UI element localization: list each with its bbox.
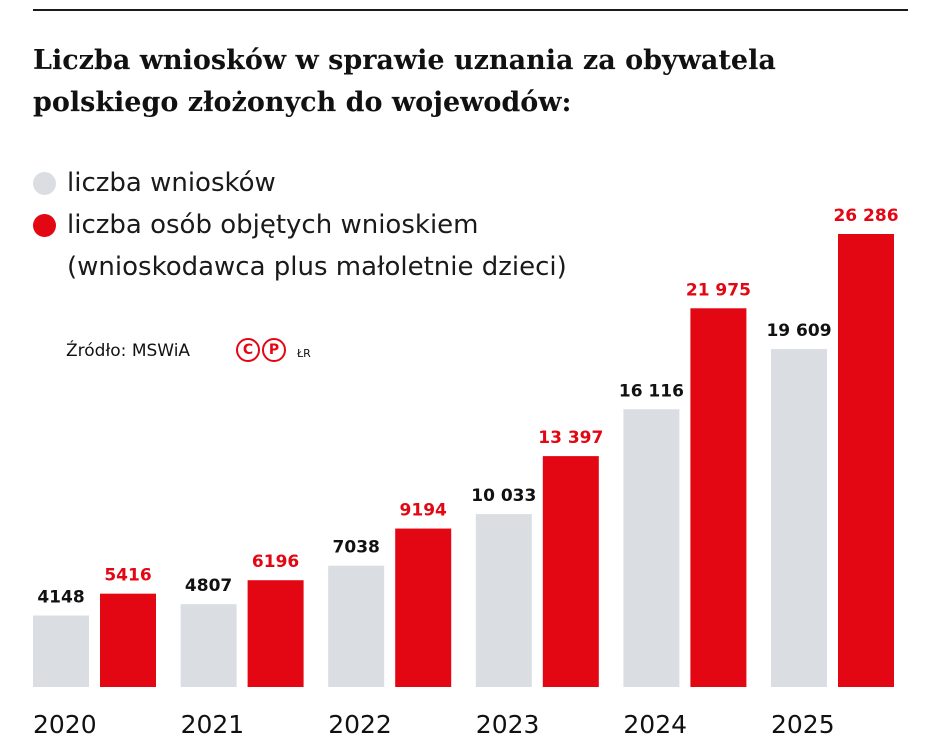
legend-swatch-red (33, 214, 56, 237)
bar-persons-2021 (247, 580, 304, 687)
bar-persons-2025 (838, 234, 894, 687)
data-label-requests-2023: 10 033 (471, 486, 536, 506)
data-label-persons-2020: 5416 (104, 566, 151, 586)
bar-persons-2022 (395, 528, 452, 687)
bar-persons-2024 (690, 308, 747, 687)
bar-requests-2024 (623, 409, 680, 687)
data-label-requests-2021: 4807 (185, 576, 232, 596)
legend-label-persons: liczba osób objętych wnioskiem (67, 210, 479, 240)
copyright-icon: C (236, 338, 260, 362)
author-initials: ŁR (297, 347, 311, 360)
x-tick-label-2021: 2021 (181, 710, 245, 739)
bar-requests-2021 (180, 604, 237, 687)
legend-item-persons: liczba osób objętych wnioskiem (33, 204, 567, 246)
bar-requests-2023 (475, 514, 532, 687)
data-label-persons-2021: 6196 (252, 552, 299, 572)
x-tick-label-2023: 2023 (476, 710, 540, 739)
legend-item-requests: liczba wniosków (33, 162, 567, 204)
x-tick-label-2022: 2022 (328, 710, 392, 739)
bar-requests-2025 (771, 349, 827, 687)
data-label-requests-2020: 4148 (37, 588, 84, 608)
data-label-persons-2024: 21 975 (686, 280, 751, 300)
legend-swatch-gray (33, 172, 56, 195)
phonogram-icon: P (262, 338, 286, 362)
bar-requests-2022 (328, 565, 385, 687)
legend: liczba wniosków liczba osób objętych wni… (33, 162, 567, 288)
bar-persons-2023 (542, 456, 599, 687)
x-tick-label-2024: 2024 (623, 710, 687, 739)
chart-title: Liczba wniosków w sprawie uznania za oby… (33, 45, 776, 118)
data-label-persons-2025: 26 286 (833, 206, 898, 226)
data-label-persons-2023: 13 397 (538, 428, 603, 448)
data-label-persons-2022: 9194 (400, 501, 447, 521)
legend-label-requests: liczba wniosków (67, 168, 276, 198)
bar-requests-2020 (33, 615, 89, 687)
data-label-requests-2022: 7038 (333, 538, 380, 558)
legend-label-persons-note: (wnioskodawca plus małoletnie dzieci) (67, 252, 567, 282)
x-tick-label-2025: 2025 (771, 710, 835, 739)
bar-persons-2020 (100, 593, 156, 687)
top-rule (33, 9, 908, 11)
copyright-logo: C P (236, 337, 286, 363)
data-label-requests-2025: 19 609 (766, 321, 831, 341)
source-note: Źródło: MSWiA (66, 341, 191, 361)
data-label-requests-2024: 16 116 (619, 381, 684, 401)
x-tick-label-2020: 2020 (33, 710, 97, 739)
